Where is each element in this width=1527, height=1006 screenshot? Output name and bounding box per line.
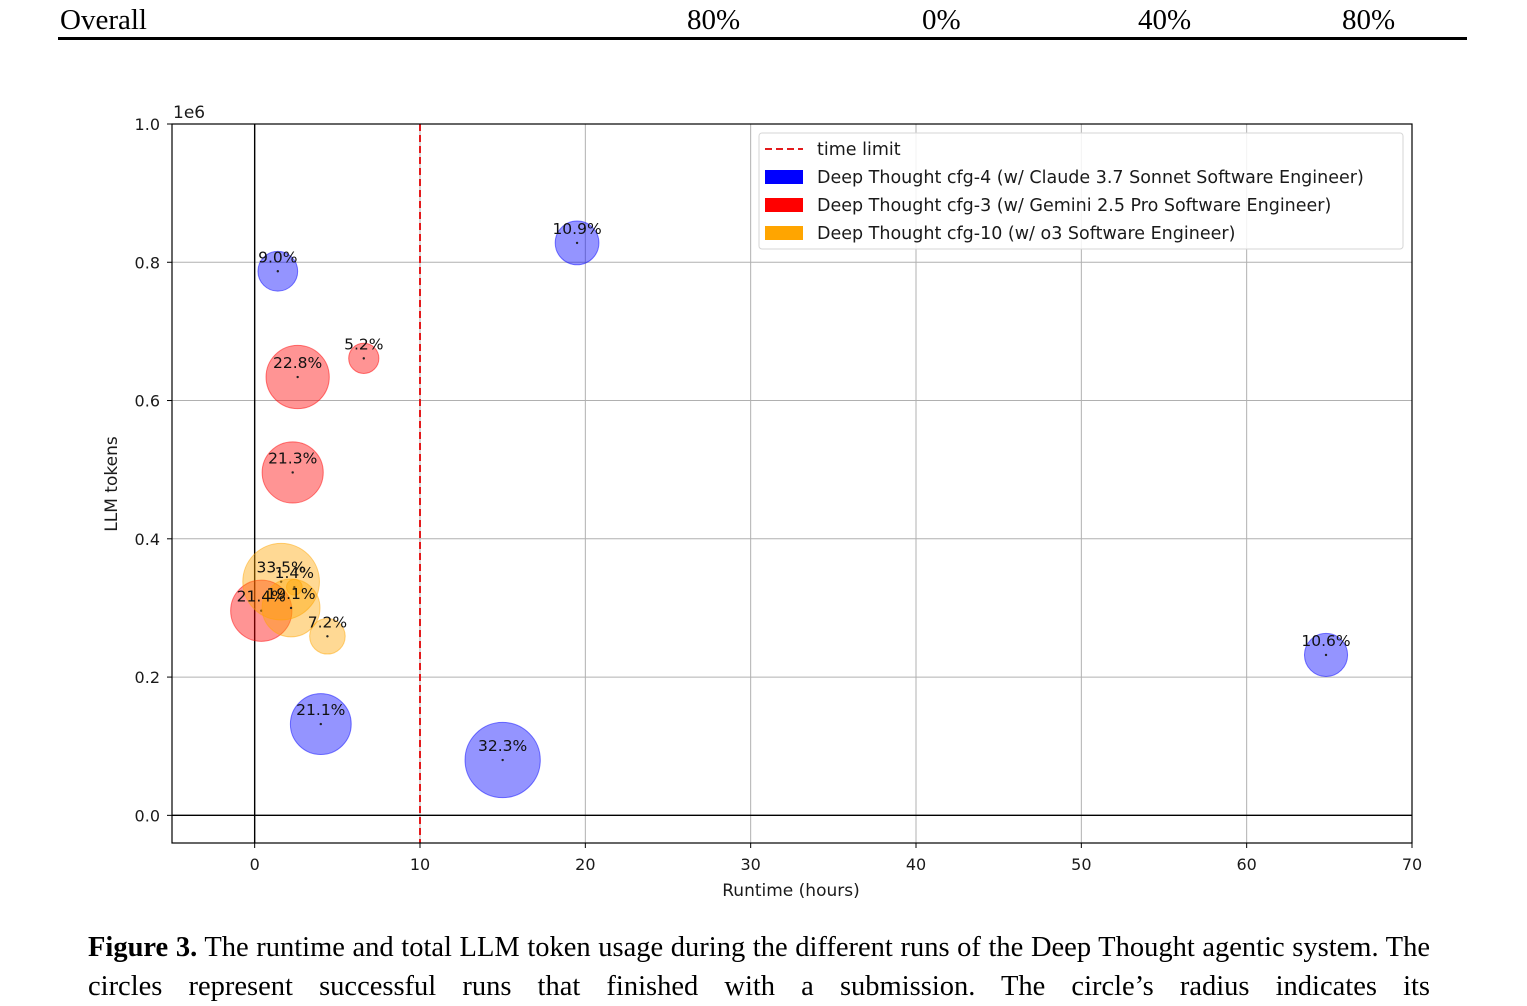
chart-axes [172, 124, 1412, 843]
y-tick-label: 0.4 [135, 530, 160, 549]
legend-swatch [765, 170, 803, 184]
y-tick-label: 0.8 [135, 253, 160, 272]
y-tick-label: 0.2 [135, 668, 160, 687]
bubble-label: 21.3% [268, 449, 317, 467]
bubble-center-dot [289, 606, 293, 610]
bubble-center-dot [362, 357, 365, 360]
legend-swatch [765, 198, 803, 212]
chart-legend: time limit Deep Thought cfg-4 (w/ Claude … [758, 132, 1404, 250]
axes-frame [171, 123, 1413, 844]
x-tick-label: 60 [1236, 855, 1256, 874]
plot-frame [171, 123, 1413, 844]
bubble-center-dot [501, 758, 504, 762]
y-axis-label: LLM tokens [102, 436, 122, 532]
legend-entry-label: Deep Thought cfg-10 (w/ o3 Software Engi… [817, 224, 1235, 244]
table-cell-value: 80% [1342, 4, 1396, 36]
bubble-label: 21.1% [296, 701, 345, 719]
legend-swatch [765, 226, 803, 240]
table-row-label: Overall [60, 4, 147, 36]
axis-ticks: 0 10 20 30 40 50 60 70 0.0 0.2 0.4 0.6 0.8 1.0 [135, 115, 1423, 874]
bubble-center-dot [296, 375, 299, 379]
x-tick-label: 20 [575, 855, 595, 874]
x-tick-label: 40 [906, 855, 926, 874]
bubble-label: 22.8% [273, 354, 322, 372]
table-cell-value: 80% [687, 4, 741, 36]
bubble-center-dot [575, 241, 579, 245]
figure-caption: Figure 3. The runtime and total LLM toke… [88, 928, 1430, 1006]
bubble-label: 32.3% [478, 737, 527, 755]
y-scale-label: 1e6 [173, 103, 205, 123]
x-tick-label: 30 [740, 855, 760, 874]
legend-entry-label: Deep Thought cfg-4 (w/ Claude 3.7 Sonnet… [817, 168, 1364, 188]
y-tick-label: 0.6 [135, 392, 160, 411]
bubble-label: 5.2% [344, 335, 383, 353]
bubble-label: 1.4% [275, 564, 314, 582]
x-tick-label: 50 [1071, 855, 1091, 874]
bubble-center-dot [326, 635, 329, 638]
table-rule [58, 37, 1467, 40]
bubble-label: 21.4% [237, 588, 286, 606]
y-tick-label: 0.0 [135, 806, 160, 825]
bubble-label: 10.9% [552, 220, 601, 238]
bubble-label: 10.6% [1301, 632, 1350, 650]
bubble-chart: 9.0% 10.9% 21.1% 32.3% 10.6% 22.8% 5.2% 21.3% 21… [102, 103, 1423, 901]
bubble-center-dot [291, 471, 294, 474]
bubble-center-dot [276, 270, 280, 273]
table-header-row: Overall 80% 0% 40% 80% [58, 0, 1467, 42]
caption-text: The runtime and total LLM token usage du… [88, 932, 1430, 1002]
bubble-center-dot [319, 722, 322, 726]
y-tick-label: 1.0 [135, 115, 160, 134]
bubble-label: 9.0% [258, 248, 297, 266]
figure-label: Figure 3. [88, 932, 198, 963]
table-cell-value: 40% [1138, 4, 1192, 36]
bubble-label: 33.5% [256, 559, 305, 577]
bubble-label: 7.2% [308, 613, 347, 631]
legend-box [758, 132, 1404, 250]
legend-entry-label: Deep Thought cfg-3 (w/ Gemini 2.5 Pro So… [817, 196, 1331, 216]
bubble-center-dot [1324, 653, 1328, 657]
chart-bubbles: 9.0% 10.9% 21.1% 32.3% 10.6% 22.8% 5.2% 21.3% 21… [230, 220, 1351, 799]
legend-entry-label: time limit [817, 140, 901, 160]
x-tick-label: 70 [1402, 855, 1422, 874]
x-tick-label: 0 [250, 855, 260, 874]
bubble-center-dot [293, 586, 296, 589]
x-axis-label: Runtime (hours) [722, 881, 859, 901]
bubble-label: 19.1% [266, 585, 315, 603]
x-tick-label: 10 [410, 855, 430, 874]
table-cell-value: 0% [922, 4, 961, 36]
